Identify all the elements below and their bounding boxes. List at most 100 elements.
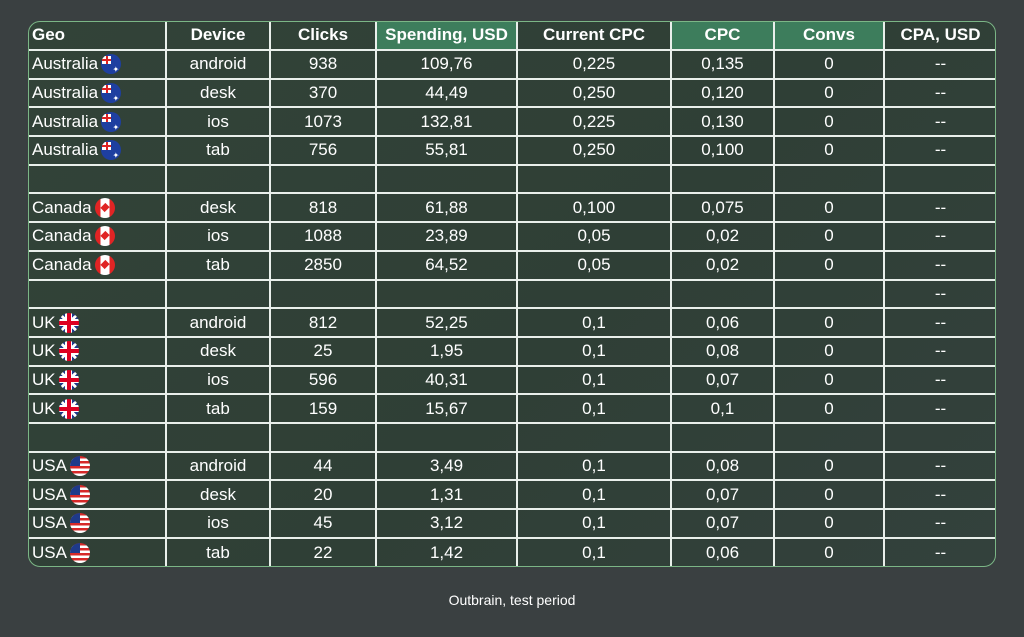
table-caption: Outbrain, test period [448,592,576,608]
header-device: Device [165,22,271,51]
geo-label-group: Australia [32,54,122,75]
current-cpc-cell [516,163,672,195]
geo-cell: USA [29,479,167,510]
table-row: UK ios 596 40,31 0,1 0,07 0 -- [29,364,995,396]
device-cell: android [165,307,271,338]
convs-cell: 0 [773,536,885,566]
convs-cell: 0 [773,508,885,539]
cpc-cell: 0,135 [670,49,775,80]
device-cell: tab [165,393,271,424]
clicks-cell: 812 [269,307,377,338]
cpa-cell [883,421,995,453]
geo-label-group: USA [32,513,90,534]
table-header-row: Geo Device Clicks Spending, USD Current CPC C… [29,22,995,51]
spending-cell: 61,88 [375,192,518,224]
uk-flag-icon [58,312,79,333]
cpa-cell: -- [883,536,995,566]
convs-cell: 0 [773,106,885,138]
spending-cell [375,278,518,310]
current-cpc-cell: 0,1 [516,393,672,424]
table-row: UK desk 25 1,95 0,1 0,08 0 -- [29,335,995,367]
current-cpc-cell: 0,100 [516,192,672,224]
current-cpc-cell: 0,1 [516,450,672,482]
geo-cell: Canada [29,249,167,281]
table-row: USA tab 22 1,42 0,1 0,06 0 -- [29,536,995,566]
convs-cell: 0 [773,192,885,224]
convs-cell: 0 [773,135,885,166]
clicks-cell: 596 [269,364,377,396]
device-cell: android [165,49,271,80]
stats-table: Geo Device Clicks Spending, USD Current CPC C… [29,22,995,566]
convs-cell: 0 [773,77,885,109]
device-cell: tab [165,135,271,166]
spacer-row [29,163,995,195]
geo-cell [29,421,167,453]
geo-label-group: Australia [32,83,122,104]
current-cpc-cell: 0,225 [516,106,672,138]
cpa-cell: -- [883,77,995,109]
spending-cell: 1,42 [375,536,518,566]
header-spending: Spending, USD [375,22,518,51]
geo-name: Australia [32,111,99,131]
cpa-cell: -- [883,221,995,252]
current-cpc-cell: 0,05 [516,249,672,281]
geo-cell [29,278,167,310]
clicks-cell [269,278,377,310]
header-cpc: CPC [670,22,775,51]
current-cpc-cell [516,278,672,310]
clicks-cell: 159 [269,393,377,424]
cpc-cell: 0,120 [670,77,775,109]
uk-flag-icon [58,398,79,419]
device-cell: desk [165,192,271,224]
current-cpc-cell: 0,05 [516,221,672,252]
spending-cell: 15,67 [375,393,518,424]
clicks-cell: 2850 [269,249,377,281]
geo-cell: USA [29,508,167,539]
spending-cell: 3,49 [375,450,518,482]
device-cell: ios [165,508,271,539]
cpa-cell: -- [883,49,995,80]
spacer-row [29,421,995,453]
spending-cell [375,421,518,453]
spacer-row: -- [29,278,995,310]
geo-name: USA [32,513,67,533]
geo-name: Canada [32,255,92,275]
geo-label-group: UK [32,341,79,362]
device-cell: tab [165,536,271,566]
cpc-cell: 0,02 [670,221,775,252]
cpa-cell: -- [883,249,995,281]
cpa-cell: -- [883,364,995,396]
convs-cell: 0 [773,393,885,424]
geo-label-group: USA [32,542,90,563]
current-cpc-cell: 0,1 [516,364,672,396]
au-flag-icon [101,83,122,104]
table-body: Australiaandroid938109,760,2250,1350--Au… [29,49,995,566]
geo-name: USA [32,484,67,504]
table-row: USA android 44 3,49 0,1 0,08 0 -- [29,450,995,482]
table-row: UK tab 159 15,67 0,1 0,1 0 -- [29,393,995,424]
device-cell [165,163,271,195]
current-cpc-cell: 0,1 [516,307,672,338]
geo-name: UK [32,341,56,361]
au-flag-icon [101,54,122,75]
clicks-cell [269,421,377,453]
current-cpc-cell: 0,1 [516,536,672,566]
geo-label-group: Canada [32,197,115,218]
table-row: Canada ios 1088 23,89 0,05 0,02 0 -- [29,221,995,252]
device-cell [165,278,271,310]
device-cell: ios [165,364,271,396]
convs-cell [773,163,885,195]
geo-cell: USA [29,450,167,482]
ca-flag-icon [94,197,115,218]
geo-name: USA [32,542,67,562]
geo-cell: Canada [29,192,167,224]
clicks-cell: 1073 [269,106,377,138]
au-flag-icon [101,111,122,132]
cpa-cell: -- [883,393,995,424]
clicks-cell: 1088 [269,221,377,252]
geo-cell: Australia [29,49,167,80]
convs-cell: 0 [773,335,885,367]
